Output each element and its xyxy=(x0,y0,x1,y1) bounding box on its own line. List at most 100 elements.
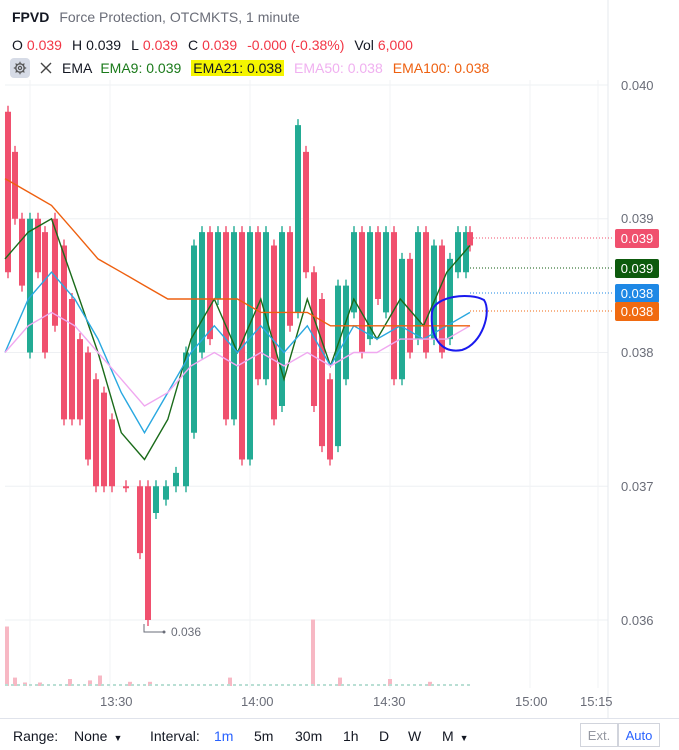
symbol-description: Force Protection, OTCMKTS, 1 minute xyxy=(59,9,300,25)
volume-bar xyxy=(131,684,134,686)
volume-bar xyxy=(11,684,14,686)
volume-bar xyxy=(35,684,38,686)
volume-bar xyxy=(269,684,272,686)
volume-bar xyxy=(305,684,308,686)
price-axis-label: 0.036 xyxy=(621,613,654,628)
volume-bar xyxy=(107,684,110,686)
range-select[interactable]: None ▼ xyxy=(74,728,122,744)
volume-value: 6,000 xyxy=(377,37,413,53)
volume-bar xyxy=(413,684,416,686)
volume-bar xyxy=(179,684,182,686)
ema100-legend: EMA100: 0.038 xyxy=(392,60,490,76)
low-price-marker: 0.036 xyxy=(171,625,202,639)
gear-icon[interactable] xyxy=(10,58,30,78)
volume-bar xyxy=(137,684,140,686)
ema21-legend: EMA21: 0.038 xyxy=(191,60,285,76)
volume-bar xyxy=(407,684,410,686)
volume-label: Vol xyxy=(354,37,374,53)
volume-bar xyxy=(353,684,356,686)
ema50-legend: EMA50: 0.038 xyxy=(294,60,383,76)
volume-bar xyxy=(419,684,422,686)
price-chart[interactable] xyxy=(0,0,679,718)
interval-m[interactable]: M ▼ xyxy=(442,728,469,744)
low-value: 0.039 xyxy=(142,37,178,53)
ema21-price-tag: 0.038 xyxy=(615,284,659,303)
volume-bar xyxy=(449,684,452,686)
volume-bar xyxy=(203,684,206,686)
volume-bar xyxy=(263,684,266,686)
volume-bar xyxy=(197,684,200,686)
volume-bar xyxy=(13,677,17,686)
study-name: EMA xyxy=(62,60,93,76)
legend-header: FPVD Force Protection, OTCMKTS, 1 minute… xyxy=(0,0,679,82)
volume-bar xyxy=(173,684,176,686)
volume-bar xyxy=(149,684,152,686)
ema100-price-tag: 0.038 xyxy=(615,302,659,321)
volume-bar xyxy=(251,684,254,686)
ohlc-row: O 0.039 H 0.039 L 0.039 C 0.039 -0.000 (… xyxy=(12,37,423,53)
ema9-legend: EMA9: 0.039 xyxy=(100,60,182,76)
volume-bar xyxy=(95,684,98,686)
chevron-down-icon: ▼ xyxy=(459,733,469,743)
volume-bar xyxy=(245,684,248,686)
volume-bar xyxy=(455,684,458,686)
volume-bar xyxy=(467,684,470,686)
low-marker-dot xyxy=(162,630,166,634)
price-axis-label: 0.037 xyxy=(621,479,654,494)
low-label: L xyxy=(131,37,139,53)
chevron-down-icon: ▼ xyxy=(113,733,123,743)
volume-bar xyxy=(311,619,315,686)
close-icon[interactable] xyxy=(36,58,56,78)
ema100-line xyxy=(4,177,470,327)
volume-bar xyxy=(359,684,362,686)
close-value: 0.039 xyxy=(202,37,238,53)
volume-bar xyxy=(311,684,314,686)
interval-5m[interactable]: 5m xyxy=(254,728,274,744)
range-value: None xyxy=(74,728,108,744)
volume-bar xyxy=(89,684,92,686)
volume-bar xyxy=(155,684,158,686)
interval-w[interactable]: W xyxy=(408,728,422,744)
volume-bar xyxy=(5,626,9,686)
volume-bar xyxy=(71,684,74,686)
price-axis-label: 0.040 xyxy=(621,78,654,93)
auto-scale-toggle[interactable]: Auto xyxy=(618,723,660,747)
interval-d[interactable]: D xyxy=(379,728,390,744)
low-marker-line xyxy=(143,624,164,633)
symbol-ticker[interactable]: FPVD xyxy=(12,9,50,25)
volume-bar xyxy=(338,677,342,686)
ext-hours-toggle[interactable]: Ext. xyxy=(580,723,618,747)
volume-bar xyxy=(113,684,116,686)
volume-bar xyxy=(209,684,212,686)
volume-bar xyxy=(17,684,20,686)
volume-bar xyxy=(221,684,224,686)
time-axis-label: 13:30 xyxy=(100,694,133,709)
volume-bar xyxy=(431,684,434,686)
interval-1h[interactable]: 1h xyxy=(343,728,359,744)
volume-bar xyxy=(47,684,50,686)
volume-bar xyxy=(65,684,68,686)
volume-bar xyxy=(371,684,374,686)
volume-bar xyxy=(167,684,170,686)
study-row: EMA EMA9: 0.039 EMA21: 0.038 EMA50: 0.03… xyxy=(10,58,489,78)
volume-bar xyxy=(148,681,152,686)
bottom-toolbar: Range: None ▼ Interval: 1m 5m 30m 1h D W … xyxy=(0,718,679,750)
volume-bar xyxy=(227,684,230,686)
volume-bar xyxy=(257,684,260,686)
time-axis-label: 14:30 xyxy=(373,694,406,709)
interval-1m[interactable]: 1m xyxy=(214,728,234,744)
last-price-tag: 0.039 xyxy=(615,229,659,248)
volume-bar xyxy=(437,684,440,686)
volume-bar xyxy=(119,684,122,686)
volume-bar xyxy=(281,684,284,686)
volume-bar xyxy=(388,679,392,686)
high-label: H xyxy=(71,37,83,53)
volume-bar xyxy=(185,684,188,686)
volume-bar xyxy=(395,684,398,686)
time-axis-label: 15:00 xyxy=(515,694,548,709)
interval-30m[interactable]: 30m xyxy=(295,728,323,744)
volume-bar xyxy=(88,680,92,686)
volume-bar xyxy=(239,684,242,686)
volume-bar xyxy=(77,684,80,686)
ema21-line xyxy=(4,271,471,435)
